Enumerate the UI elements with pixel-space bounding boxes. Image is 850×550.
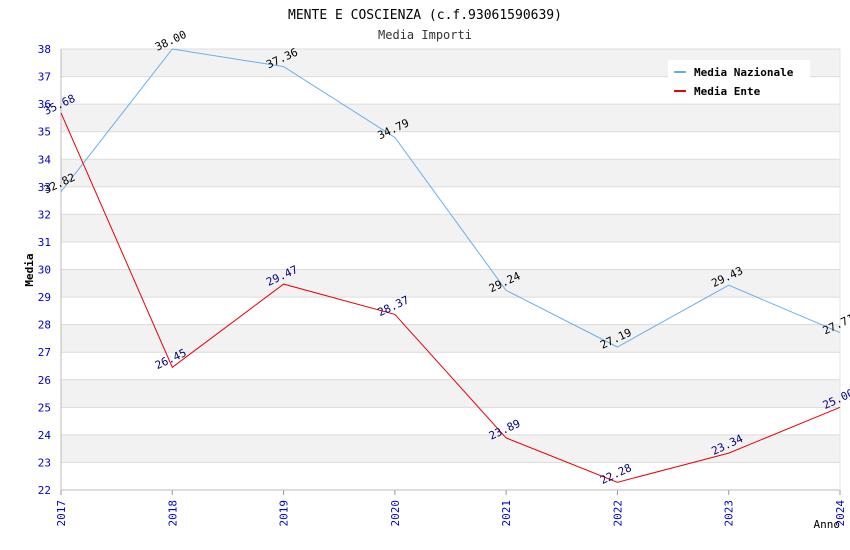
y-tick-label: 33 xyxy=(38,181,51,194)
y-tick-label: 29 xyxy=(38,291,51,304)
data-label: 32.82 xyxy=(42,171,78,197)
y-tick-label: 38 xyxy=(38,43,51,56)
grid-band xyxy=(61,104,840,132)
y-tick-label: 25 xyxy=(38,401,51,414)
x-axis-label: Anno xyxy=(814,518,841,531)
grid-band xyxy=(61,379,840,408)
y-tick-label: 27 xyxy=(38,346,51,359)
y-tick-label: 24 xyxy=(38,429,52,442)
series-lines xyxy=(60,48,841,483)
plot-bands xyxy=(61,49,840,463)
x-tick-label: 2022 xyxy=(611,500,624,527)
data-label: 22.28 xyxy=(598,461,634,487)
y-tick-label: 35 xyxy=(38,126,51,139)
y-tick-label: 23 xyxy=(38,456,51,469)
grid-band xyxy=(61,214,840,242)
x-tick-label: 2023 xyxy=(723,500,736,527)
x-tick-label: 2019 xyxy=(278,500,291,527)
x-tick-label: 2024 xyxy=(834,500,847,527)
series-line-0 xyxy=(60,48,841,348)
series-line-1 xyxy=(60,112,841,483)
legend-box xyxy=(668,60,810,102)
y-tick-label: 36 xyxy=(38,98,51,111)
grid-band xyxy=(61,159,840,187)
chart-title: MENTE E COSCIENZA (c.f.93061590639) xyxy=(288,8,562,23)
x-tick-label: 2017 xyxy=(55,500,68,527)
legend-label: Media Ente xyxy=(694,85,761,98)
x-tick-label: 2018 xyxy=(166,500,179,527)
x-tick-labels: 2017 2018 2019 2020 2021 2022 2023 2024 xyxy=(55,500,847,527)
y-tick-label: 31 xyxy=(38,236,51,249)
x-tick-label: 2020 xyxy=(389,500,402,527)
y-tick-label: 30 xyxy=(38,264,51,277)
y-tick-label: 32 xyxy=(38,208,51,221)
x-tick-label: 2021 xyxy=(500,500,513,527)
grid-band xyxy=(61,269,840,298)
chart-subtitle: Media Importi xyxy=(378,28,472,42)
y-tick-label: 22 xyxy=(38,484,51,497)
legend: Media Nazionale Media Ente xyxy=(668,60,810,102)
y-tick-labels: 22 23 24 25 26 27 28 29 30 31 32 33 34 35 36 37 38 xyxy=(38,43,52,497)
y-tick-label: 34 xyxy=(38,153,52,166)
grid-band xyxy=(61,324,840,353)
axes xyxy=(60,49,841,495)
legend-label: Media Nazionale xyxy=(694,66,794,79)
y-tick-label: 37 xyxy=(38,71,51,84)
y-tick-label: 26 xyxy=(38,374,51,387)
y-tick-label: 28 xyxy=(38,319,51,332)
y-axis-label: Media xyxy=(23,253,36,286)
